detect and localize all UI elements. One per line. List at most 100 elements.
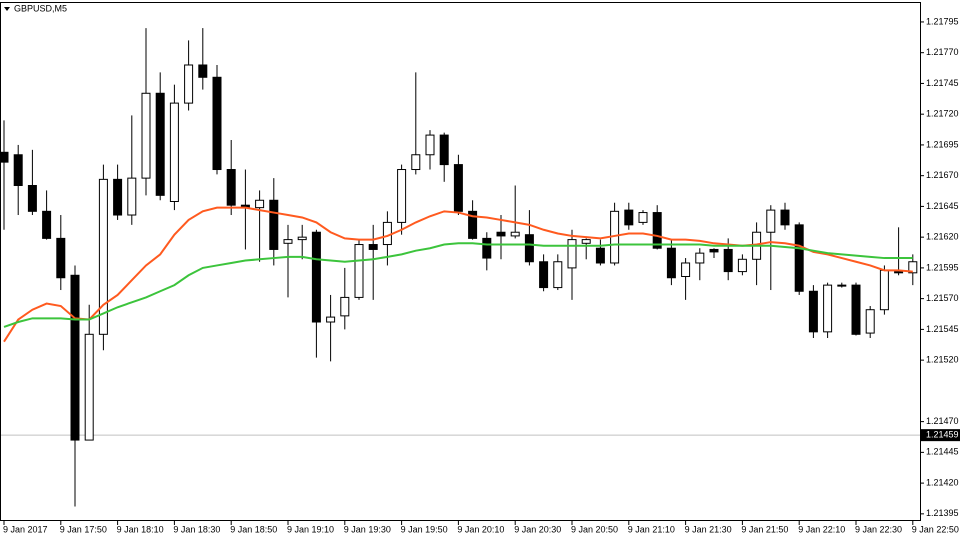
candle-body xyxy=(169,102,179,202)
candle-body xyxy=(269,199,279,250)
candle-body xyxy=(311,231,321,323)
y-tick-label: 1.21720 xyxy=(926,109,959,119)
candle-body xyxy=(468,210,478,239)
candle-body xyxy=(113,178,123,216)
x-tick-label: 9 Jan 22:10 xyxy=(798,524,845,534)
candle-body xyxy=(865,309,875,334)
candle-body xyxy=(837,284,847,287)
candle-body xyxy=(184,64,194,104)
candle-body xyxy=(595,247,605,264)
candle-body xyxy=(226,169,236,206)
candle-body xyxy=(908,261,918,274)
candle-body xyxy=(283,239,293,244)
x-tick-label: 9 Jan 18:10 xyxy=(117,524,164,534)
x-tick-label: 9 Jan 21:10 xyxy=(628,524,675,534)
candle-body xyxy=(496,231,506,237)
candle-body xyxy=(212,76,222,171)
candle-body xyxy=(766,209,776,233)
candle-body xyxy=(737,258,747,273)
x-tick-label: 9 Jan 22:50 xyxy=(912,524,959,534)
current-price-box xyxy=(921,429,960,442)
symbol-menu-arrow[interactable] xyxy=(4,7,10,11)
candle-body xyxy=(808,290,818,333)
candle-body xyxy=(709,248,719,253)
y-tick-label: 1.21620 xyxy=(926,232,959,242)
candle-body xyxy=(411,154,421,171)
y-tick-label: 1.21445 xyxy=(926,447,959,457)
candle-body xyxy=(297,236,307,241)
x-tick-label: 9 Jan 21:50 xyxy=(741,524,788,534)
candle-body xyxy=(851,284,861,335)
candle-body xyxy=(510,231,520,237)
moving-average-line xyxy=(3,242,913,328)
candle-body xyxy=(453,164,463,212)
candle-body xyxy=(340,296,350,317)
y-tick-label: 1.21420 xyxy=(926,477,959,487)
y-tick-label: 1.21545 xyxy=(926,324,959,334)
candle-body xyxy=(553,261,563,289)
candle-body xyxy=(681,262,691,278)
y-tick-label: 1.21695 xyxy=(926,139,959,149)
candle-body xyxy=(70,274,80,441)
candle-body xyxy=(198,64,208,78)
candle-body xyxy=(567,239,577,269)
candle-body xyxy=(42,210,52,239)
candle-body xyxy=(894,271,904,274)
x-tick-label: 9 Jan 19:30 xyxy=(344,524,391,534)
candle-body xyxy=(382,221,392,246)
candle-body xyxy=(879,269,889,311)
x-tick-label: 9 Jan 22:30 xyxy=(855,524,902,534)
candle-body xyxy=(723,248,733,273)
x-tick-label: 9 Jan 18:30 xyxy=(173,524,220,534)
plot-frame xyxy=(0,2,921,521)
x-tick-label: 9 Jan 21:30 xyxy=(685,524,732,534)
candle-body xyxy=(666,247,676,279)
candle-body xyxy=(368,244,378,250)
candle-body xyxy=(56,237,66,279)
y-tick-label: 1.21670 xyxy=(926,170,959,180)
candle-body xyxy=(524,234,534,263)
candle-body xyxy=(794,224,804,292)
y-tick-label: 1.21570 xyxy=(926,293,959,303)
candle-body xyxy=(624,209,634,226)
candle-body xyxy=(255,199,265,209)
candle-body xyxy=(638,212,648,223)
x-tick-label: 9 Jan 20:50 xyxy=(571,524,618,534)
candle-body xyxy=(482,237,492,259)
x-tick-label: 9 Jan 19:10 xyxy=(287,524,334,534)
candle-body xyxy=(652,212,662,249)
y-tick-label: 1.21645 xyxy=(926,201,959,211)
candle-body xyxy=(155,92,165,196)
chart-title: GBPUSD,M5 xyxy=(14,3,67,13)
y-tick-label: 1.21745 xyxy=(926,78,959,88)
y-tick-label: 1.21595 xyxy=(926,262,959,272)
y-tick-label: 1.21770 xyxy=(926,47,959,57)
y-tick-label: 1.21470 xyxy=(926,416,959,426)
moving-average-line xyxy=(3,206,913,343)
candle-body xyxy=(326,316,336,323)
candle-body xyxy=(581,239,591,244)
candle-body xyxy=(780,209,790,226)
candle-body xyxy=(354,244,364,298)
x-tick-label: 9 Jan 20:30 xyxy=(514,524,561,534)
candle-body xyxy=(27,185,37,212)
candle-body xyxy=(539,261,549,289)
y-tick-label: 1.21520 xyxy=(926,355,959,365)
candle-body xyxy=(695,252,705,264)
candle-body xyxy=(141,92,151,179)
y-tick-label: 1.21395 xyxy=(926,508,959,518)
candle-body xyxy=(397,169,407,223)
x-tick-label: 9 Jan 19:50 xyxy=(401,524,448,534)
candle-body xyxy=(425,134,435,156)
x-tick-label: 9 Jan 18:50 xyxy=(230,524,277,534)
current-price-label: 1.21459 xyxy=(926,430,959,440)
y-tick-label: 1.21795 xyxy=(926,16,959,26)
candle-body xyxy=(439,134,449,166)
candle-body xyxy=(13,154,23,187)
x-tick-label: 9 Jan 2017 xyxy=(3,524,48,534)
candle-body xyxy=(0,151,9,163)
x-tick-label: 9 Jan 17:50 xyxy=(60,524,107,534)
candle-body xyxy=(823,284,833,333)
